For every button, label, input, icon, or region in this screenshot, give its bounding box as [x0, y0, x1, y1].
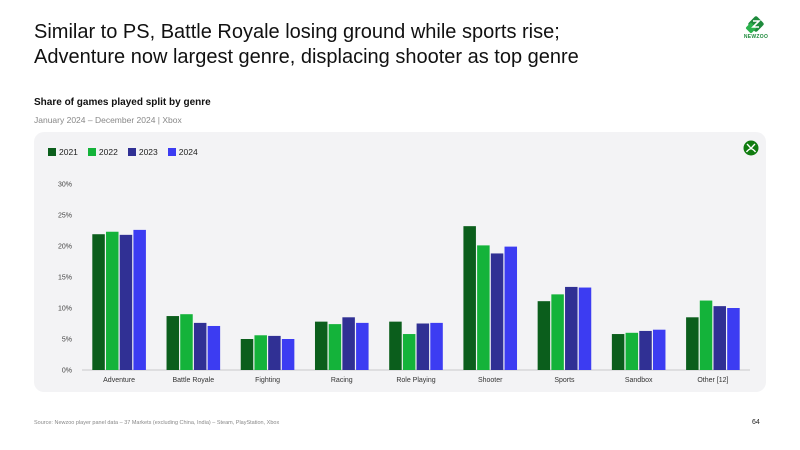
- legend-swatch-2021: [48, 148, 56, 156]
- x-tick-label: Racing: [331, 377, 353, 384]
- bar: [356, 322, 369, 370]
- y-tick-label: 20%: [58, 244, 72, 251]
- x-tick-label: Adventure: [103, 377, 135, 384]
- bar: [430, 322, 443, 370]
- chart-legend: 2021 2022 2023 2024: [48, 147, 198, 157]
- legend-swatch-2022: [87, 148, 96, 156]
- x-tick-label: Battle Royale: [173, 377, 215, 384]
- bar: [727, 308, 740, 370]
- legend-item-2024: 2024: [167, 147, 198, 157]
- bar: [281, 339, 295, 370]
- bar: [193, 322, 207, 370]
- y-tick-label: 0%: [62, 368, 72, 375]
- bar: [416, 323, 430, 370]
- xbox-icon: [743, 140, 759, 156]
- bar: [504, 246, 518, 370]
- bar: [207, 325, 221, 370]
- x-tick-label: Role Playing: [396, 377, 435, 384]
- headline-line-2: Adventure now largest genre, displacing …: [34, 46, 579, 68]
- y-tick-label: 25%: [58, 213, 72, 220]
- x-tick-label: Sports: [554, 377, 575, 384]
- bar: [639, 330, 652, 370]
- source-note: Source: Newzoo player panel data – 37 Ma…: [34, 420, 280, 426]
- legend-label-2024: 2024: [178, 147, 198, 157]
- x-tick-label: Other [12]: [697, 377, 728, 384]
- bar: [537, 301, 551, 370]
- chart-subtitle: January 2024 – December 2024 | Xbox: [34, 115, 182, 125]
- bar: [119, 234, 133, 370]
- legend-item-2023: 2023: [127, 147, 158, 157]
- y-tick-label: 15%: [58, 275, 72, 282]
- bar: [551, 294, 564, 370]
- x-tick-label: Fighting: [255, 377, 280, 384]
- y-tick-label: 5%: [62, 337, 72, 344]
- bar: [106, 231, 119, 370]
- bar: [314, 321, 328, 370]
- legend-item-2022: 2022: [87, 147, 118, 157]
- bar: [180, 314, 193, 370]
- y-tick-label: 10%: [58, 306, 72, 313]
- legend-label-2022: 2022: [98, 147, 118, 157]
- bar: [565, 286, 578, 370]
- bar: [389, 321, 402, 370]
- bar: [713, 306, 726, 370]
- bar-chart: 0% 5% 10% 15% 20% 25% 30% Adventure Battle Royal…: [58, 182, 750, 384]
- legend-swatch-2024: [167, 148, 176, 156]
- bar: [578, 287, 592, 370]
- bar: [625, 332, 639, 370]
- bar: [328, 324, 342, 370]
- page-number: 64: [752, 419, 760, 426]
- bar: [166, 316, 180, 370]
- bar: [402, 334, 416, 370]
- x-tick-label: Sandbox: [625, 377, 653, 384]
- headline: Similar to PS, Battle Royale losing grou…: [34, 20, 734, 70]
- legend-label-2023: 2023: [138, 147, 158, 157]
- bar: [686, 317, 699, 370]
- bar: [652, 329, 666, 370]
- bar: [463, 226, 476, 370]
- bar: [268, 335, 281, 370]
- legend-swatch-2023: [127, 148, 136, 156]
- x-tick-label: Shooter: [478, 377, 503, 384]
- legend-label-2021: 2021: [59, 147, 78, 157]
- bar: [477, 245, 490, 370]
- bar: [92, 234, 105, 370]
- bar: [240, 339, 254, 370]
- bar: [254, 335, 267, 370]
- headline-line-1: Similar to PS, Battle Royale losing grou…: [34, 21, 560, 43]
- bar: [611, 334, 625, 370]
- y-tick-label: 30%: [58, 182, 72, 189]
- bar: [699, 300, 713, 370]
- logo-text: NEWZOO: [743, 34, 769, 40]
- bar: [133, 229, 146, 370]
- bar: [490, 253, 504, 370]
- bar: [342, 317, 355, 370]
- chart-title: Share of games played split by genre: [34, 97, 211, 108]
- newzoo-logo-icon: [745, 16, 764, 34]
- legend-item-2021: 2021: [48, 147, 78, 157]
